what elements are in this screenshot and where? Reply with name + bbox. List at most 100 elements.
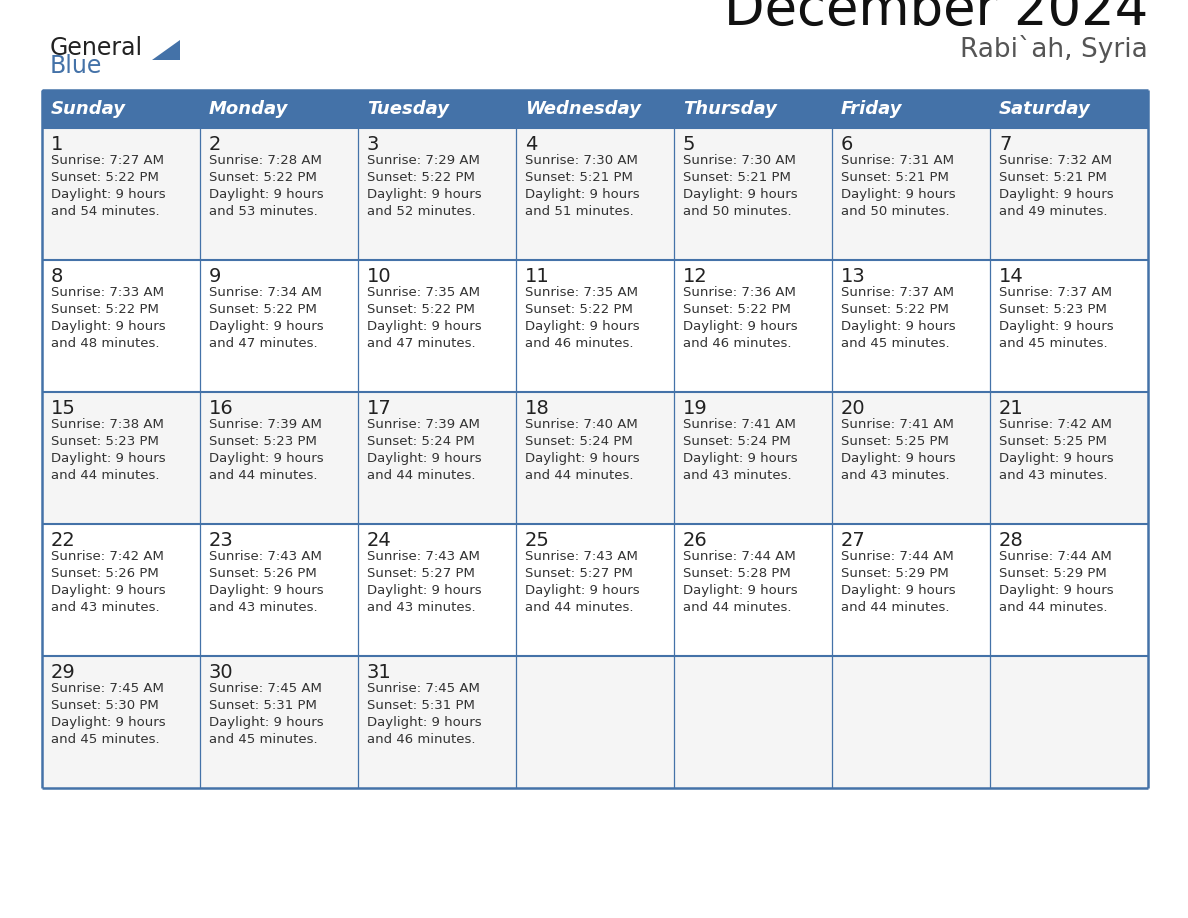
- Text: Sunset: 5:26 PM: Sunset: 5:26 PM: [51, 567, 159, 580]
- Text: and 49 minutes.: and 49 minutes.: [999, 205, 1107, 218]
- Text: and 45 minutes.: and 45 minutes.: [999, 337, 1107, 350]
- Text: Daylight: 9 hours: Daylight: 9 hours: [367, 320, 481, 333]
- Bar: [516, 524, 674, 656]
- Text: Daylight: 9 hours: Daylight: 9 hours: [683, 584, 797, 597]
- Text: Sunset: 5:24 PM: Sunset: 5:24 PM: [683, 435, 791, 448]
- Text: and 46 minutes.: and 46 minutes.: [683, 337, 791, 350]
- Text: Sunset: 5:22 PM: Sunset: 5:22 PM: [525, 303, 633, 316]
- Text: and 47 minutes.: and 47 minutes.: [209, 337, 317, 350]
- Text: and 44 minutes.: and 44 minutes.: [367, 469, 475, 482]
- Bar: [990, 524, 1148, 656]
- Text: 25: 25: [525, 531, 550, 550]
- Text: Sunset: 5:27 PM: Sunset: 5:27 PM: [525, 567, 633, 580]
- Text: Daylight: 9 hours: Daylight: 9 hours: [999, 584, 1113, 597]
- Text: Sunset: 5:21 PM: Sunset: 5:21 PM: [683, 171, 791, 184]
- Bar: [200, 260, 358, 392]
- Text: Sunrise: 7:45 AM: Sunrise: 7:45 AM: [367, 682, 480, 695]
- Text: Sunrise: 7:41 AM: Sunrise: 7:41 AM: [841, 418, 954, 431]
- Polygon shape: [152, 40, 181, 60]
- Bar: [42, 656, 200, 788]
- Text: 26: 26: [683, 531, 708, 550]
- Text: 31: 31: [367, 663, 392, 682]
- Text: Sunset: 5:23 PM: Sunset: 5:23 PM: [999, 303, 1107, 316]
- Bar: [990, 90, 1148, 128]
- Bar: [674, 260, 832, 392]
- Text: Sunrise: 7:30 AM: Sunrise: 7:30 AM: [525, 154, 638, 167]
- Text: Daylight: 9 hours: Daylight: 9 hours: [841, 320, 955, 333]
- Bar: [516, 128, 674, 260]
- Bar: [832, 392, 990, 524]
- Text: 20: 20: [841, 399, 866, 418]
- Bar: [358, 260, 516, 392]
- Text: Sunrise: 7:33 AM: Sunrise: 7:33 AM: [51, 286, 164, 299]
- Text: 22: 22: [51, 531, 76, 550]
- Text: 6: 6: [841, 135, 853, 154]
- Text: Sunrise: 7:27 AM: Sunrise: 7:27 AM: [51, 154, 164, 167]
- Text: Sunset: 5:22 PM: Sunset: 5:22 PM: [209, 303, 317, 316]
- Text: and 50 minutes.: and 50 minutes.: [841, 205, 949, 218]
- Text: 10: 10: [367, 267, 392, 286]
- Text: Sunrise: 7:41 AM: Sunrise: 7:41 AM: [683, 418, 796, 431]
- Text: 2: 2: [209, 135, 221, 154]
- Bar: [358, 90, 516, 128]
- Text: and 46 minutes.: and 46 minutes.: [525, 337, 633, 350]
- Text: Sunrise: 7:44 AM: Sunrise: 7:44 AM: [999, 550, 1112, 563]
- Text: Daylight: 9 hours: Daylight: 9 hours: [525, 188, 639, 201]
- Text: and 43 minutes.: and 43 minutes.: [999, 469, 1107, 482]
- Text: Daylight: 9 hours: Daylight: 9 hours: [841, 452, 955, 465]
- Text: and 43 minutes.: and 43 minutes.: [51, 601, 159, 614]
- Text: 30: 30: [209, 663, 234, 682]
- Bar: [200, 656, 358, 788]
- Text: 7: 7: [999, 135, 1011, 154]
- Text: Sunrise: 7:35 AM: Sunrise: 7:35 AM: [367, 286, 480, 299]
- Bar: [200, 128, 358, 260]
- Bar: [358, 656, 516, 788]
- Bar: [990, 656, 1148, 788]
- Text: Daylight: 9 hours: Daylight: 9 hours: [999, 188, 1113, 201]
- Text: Sunset: 5:22 PM: Sunset: 5:22 PM: [209, 171, 317, 184]
- Text: 1: 1: [51, 135, 63, 154]
- Text: Sunset: 5:21 PM: Sunset: 5:21 PM: [525, 171, 633, 184]
- Text: and 51 minutes.: and 51 minutes.: [525, 205, 633, 218]
- Text: Daylight: 9 hours: Daylight: 9 hours: [209, 188, 323, 201]
- Bar: [516, 392, 674, 524]
- Bar: [832, 128, 990, 260]
- Text: 15: 15: [51, 399, 76, 418]
- Text: and 45 minutes.: and 45 minutes.: [209, 733, 317, 746]
- Text: Sunset: 5:22 PM: Sunset: 5:22 PM: [367, 303, 475, 316]
- Bar: [358, 392, 516, 524]
- Text: Tuesday: Tuesday: [367, 100, 449, 118]
- Text: Sunday: Sunday: [51, 100, 126, 118]
- Bar: [358, 524, 516, 656]
- Text: Sunrise: 7:28 AM: Sunrise: 7:28 AM: [209, 154, 322, 167]
- Text: Daylight: 9 hours: Daylight: 9 hours: [841, 188, 955, 201]
- Text: and 43 minutes.: and 43 minutes.: [209, 601, 317, 614]
- Text: 5: 5: [683, 135, 695, 154]
- Text: Wednesday: Wednesday: [525, 100, 642, 118]
- Text: 16: 16: [209, 399, 234, 418]
- Text: Sunrise: 7:45 AM: Sunrise: 7:45 AM: [209, 682, 322, 695]
- Text: and 45 minutes.: and 45 minutes.: [51, 733, 159, 746]
- Text: Sunset: 5:25 PM: Sunset: 5:25 PM: [999, 435, 1107, 448]
- Text: and 43 minutes.: and 43 minutes.: [841, 469, 949, 482]
- Text: 12: 12: [683, 267, 708, 286]
- Text: Daylight: 9 hours: Daylight: 9 hours: [999, 320, 1113, 333]
- Text: Sunset: 5:22 PM: Sunset: 5:22 PM: [683, 303, 791, 316]
- Text: and 44 minutes.: and 44 minutes.: [209, 469, 317, 482]
- Bar: [42, 524, 200, 656]
- Text: 23: 23: [209, 531, 234, 550]
- Bar: [674, 524, 832, 656]
- Text: Daylight: 9 hours: Daylight: 9 hours: [367, 584, 481, 597]
- Text: 8: 8: [51, 267, 63, 286]
- Text: Sunset: 5:22 PM: Sunset: 5:22 PM: [51, 303, 159, 316]
- Text: Daylight: 9 hours: Daylight: 9 hours: [525, 584, 639, 597]
- Text: 28: 28: [999, 531, 1024, 550]
- Text: Daylight: 9 hours: Daylight: 9 hours: [841, 584, 955, 597]
- Text: Rabi`ah, Syria: Rabi`ah, Syria: [960, 35, 1148, 63]
- Text: Daylight: 9 hours: Daylight: 9 hours: [51, 320, 165, 333]
- Text: Daylight: 9 hours: Daylight: 9 hours: [683, 452, 797, 465]
- Bar: [200, 524, 358, 656]
- Text: Sunrise: 7:42 AM: Sunrise: 7:42 AM: [51, 550, 164, 563]
- Text: and 50 minutes.: and 50 minutes.: [683, 205, 791, 218]
- Text: 14: 14: [999, 267, 1024, 286]
